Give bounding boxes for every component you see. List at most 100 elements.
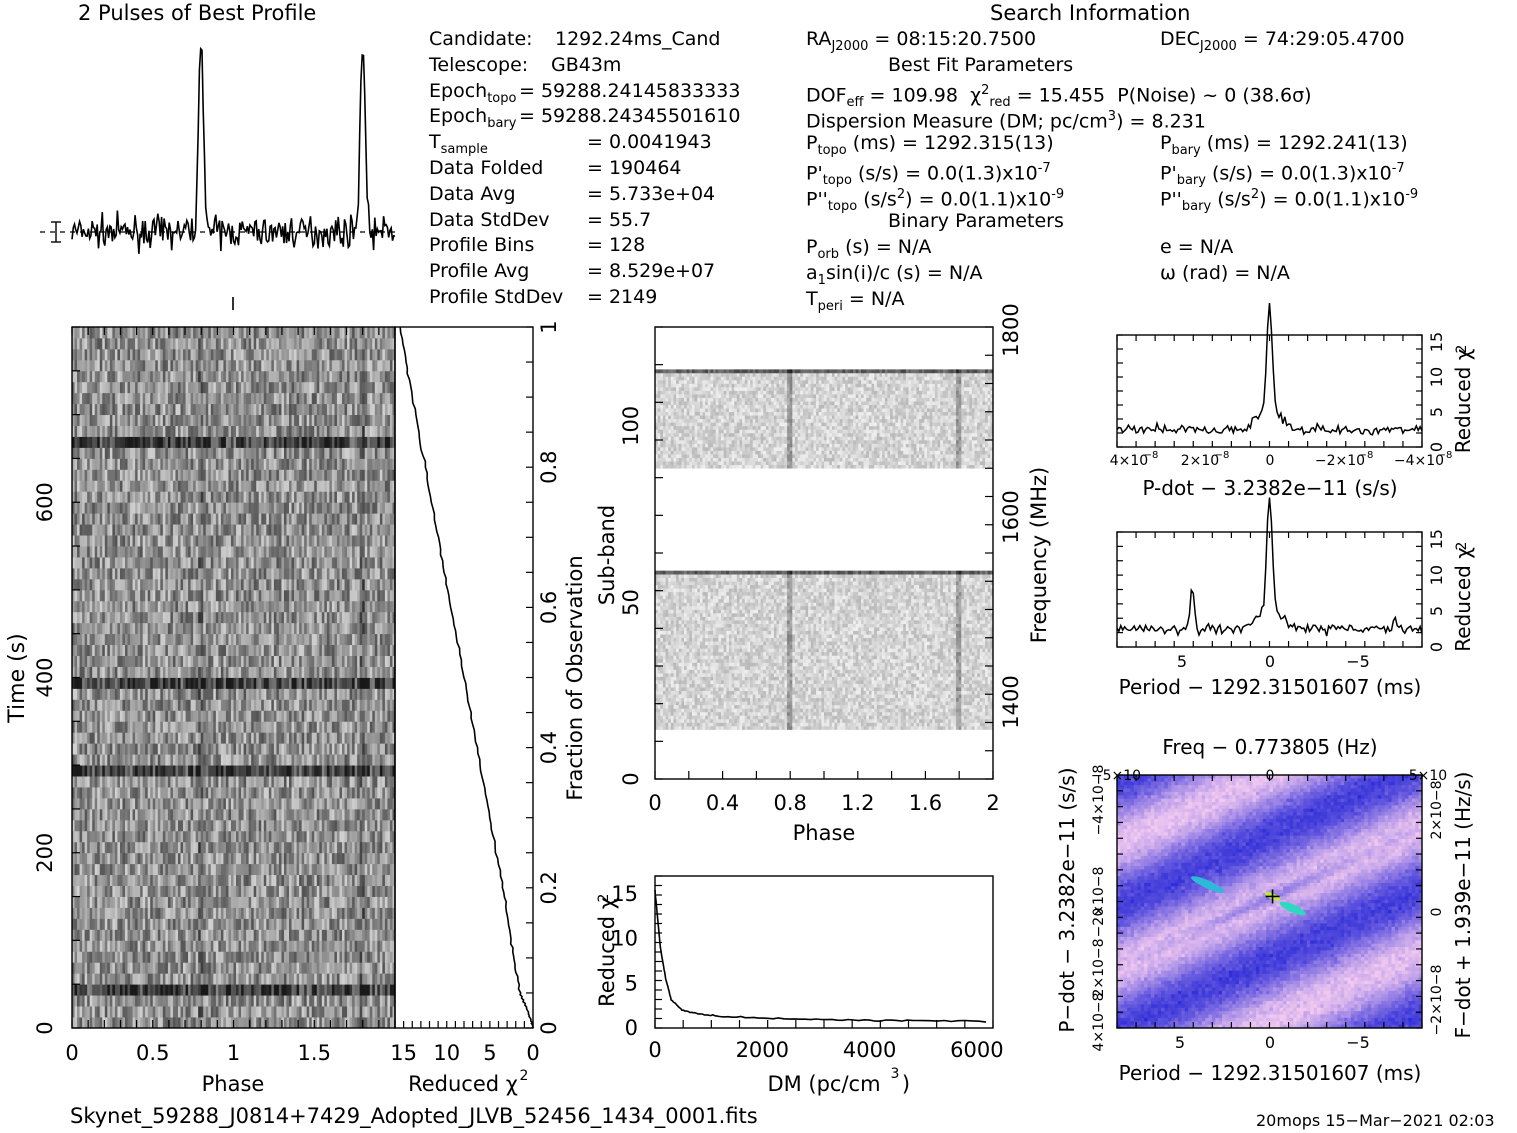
- chi-fraction-ylabel: Fraction of Observation: [563, 555, 587, 800]
- pdot-chi-xlabel: P-dot − 3.2382e−11 (s/s): [1142, 476, 1397, 500]
- chi-fraction-xlabel-sup: 2: [520, 1068, 529, 1084]
- chi-fraction-ytick-label: 0.2: [537, 871, 561, 904]
- dm-ytick-label: 0: [625, 1016, 638, 1040]
- period-chi-ytick-label: 10: [1427, 565, 1446, 585]
- subband-xtick-label: 0: [648, 791, 661, 815]
- period-pdot-ytick-label: 2×10−8: [1091, 938, 1107, 997]
- subband-y2tick-label: 1400: [999, 675, 1023, 728]
- period-pdot-x2tick-label: 0: [1266, 768, 1275, 784]
- period-chi-line: [1117, 498, 1422, 636]
- chi-fraction-ytick-label: 1: [537, 320, 561, 333]
- period-pdot-y2tick-label: 2×10−8: [1429, 780, 1445, 839]
- pdot-chi-ylabel-sup: 2: [1454, 345, 1470, 354]
- period-pdot-xtick-label: −5: [1346, 1033, 1370, 1052]
- time-phase-xtick-label: 0: [65, 1041, 78, 1065]
- profile-line: [72, 49, 395, 254]
- period-chi-ylabel-sup: 2: [1454, 542, 1470, 551]
- subband-y2label: Frequency (MHz): [1027, 467, 1051, 643]
- time-phase-xtick-label: 1.5: [298, 1041, 331, 1065]
- dm-frame: [655, 876, 993, 1028]
- period-chi-xtick-label: −5: [1346, 652, 1370, 671]
- chi-fraction-line: [400, 327, 533, 1028]
- subband-ytick-label: 100: [619, 406, 643, 446]
- subband-y2tick-label: 1800: [999, 303, 1023, 356]
- period-pdot-image: [1117, 775, 1422, 1028]
- subband-y2tick-label: 1600: [999, 490, 1023, 543]
- period-pdot-y2tick-label: 0: [1429, 908, 1445, 917]
- pdot-chi-ytick-label: 10: [1427, 367, 1446, 387]
- period-pdot-ytick-label: −4×10−8: [1091, 765, 1107, 836]
- period-pdot-y2label: F−dot + 1.939e−11 (Hz/s): [1451, 772, 1475, 1039]
- pdot-chi-line: [1117, 303, 1422, 435]
- subband-ylabel: Sub-band: [595, 505, 619, 605]
- pdot-chi-xtick-label: 2×10: [1181, 453, 1219, 469]
- subband-image: [655, 369, 993, 729]
- pdot-chi-xtick-exp: −8: [1359, 450, 1374, 461]
- dm-xlabel: DM (pc/cm: [767, 1072, 880, 1096]
- time-phase-ytick-label: 200: [33, 833, 57, 873]
- subband-xlabel: Phase: [793, 821, 856, 845]
- chi-fraction-ytick-label: 0.8: [537, 450, 561, 483]
- subband-xtick-label: 0.8: [773, 791, 806, 815]
- chi-fraction-xtick-label: 10: [433, 1041, 460, 1065]
- pdot-chi-xtick-label: −4×10: [1394, 453, 1444, 469]
- chi-fraction-ytick-label: 0.6: [537, 591, 561, 624]
- time-phase-xtick-label: 0.5: [136, 1041, 169, 1065]
- pdot-chi-xtick-exp: −8: [1215, 450, 1230, 461]
- dm-xtick-label: 0: [648, 1038, 661, 1062]
- subband-xtick-label: 0.4: [706, 791, 739, 815]
- subband-ytick-label: 0: [619, 772, 643, 785]
- period-pdot-xlabel: Period − 1292.31501607 (ms): [1119, 1061, 1422, 1085]
- pdot-chi-xtick-exp: −8: [1144, 450, 1159, 461]
- pdot-chi-xtick-label: 4×10: [1110, 453, 1148, 469]
- dm-ytick-label: 5: [625, 971, 638, 995]
- period-chi-ylabel: Reduced χ: [1451, 547, 1475, 652]
- period-chi-xtick-label: 5: [1177, 652, 1187, 671]
- dm-xtick-label: 6000: [950, 1038, 1003, 1062]
- dm-xlabel-sup: 3: [891, 1066, 900, 1082]
- time-phase-xlabel: Phase: [202, 1072, 265, 1096]
- period-chi-xtick-label: 0: [1265, 652, 1275, 671]
- period-chi-ytick-label: 0: [1427, 642, 1446, 652]
- period-pdot-ylabel: P−dot − 3.2382e−11 (s/s): [1055, 767, 1079, 1032]
- chi-fraction-ytick-label: 0.4: [537, 731, 561, 764]
- dm-xtick-label: 2000: [736, 1038, 789, 1062]
- period-pdot-ytick-label: 0: [1091, 908, 1107, 917]
- pdot-chi-ylabel: Reduced χ: [1451, 349, 1475, 454]
- prepfold-plot: 0 0.5 1 1.50200400600PhaseTime (s)15 10 5 000.…: [0, 0, 1517, 1133]
- dm-ylabel-sup: 2: [596, 894, 612, 903]
- period-chi-xlabel: Period − 1292.31501607 (ms): [1119, 675, 1422, 699]
- pdot-chi-ytick-label: 15: [1427, 332, 1446, 352]
- period-pdot-xtick-label: 0: [1265, 1033, 1275, 1052]
- period-pdot-y2tick-label: −2×10−8: [1429, 965, 1445, 1036]
- time-phase-ytick-label: 600: [33, 482, 57, 522]
- chi-fraction-xtick-label: 5: [483, 1041, 496, 1065]
- pdot-chi-xtick-label: 0: [1266, 453, 1275, 469]
- period-pdot-x2label: Freq − 0.773805 (Hz): [1162, 735, 1377, 759]
- dm-xlabel-end: ): [902, 1072, 910, 1096]
- dm-ylabel: Reduced χ: [595, 897, 619, 1007]
- period-pdot-ytick-label: 4×10−8: [1091, 992, 1107, 1051]
- time-phase-ytick-label: 400: [33, 657, 57, 697]
- chi-fraction-ytick-label: 0: [537, 1021, 561, 1034]
- period-pdot-xtick-label: 5: [1175, 1033, 1185, 1052]
- pdot-chi-xtick-exp: −8: [1438, 450, 1453, 461]
- subband-xtick-label: 1.2: [841, 791, 874, 815]
- time-phase-ylabel: Time (s): [5, 633, 30, 723]
- time-phase-image: [72, 327, 395, 1028]
- dm-line: [655, 890, 986, 1022]
- period-chi-ytick-label: 15: [1427, 529, 1446, 549]
- dm-xtick-label: 4000: [843, 1038, 896, 1062]
- chi-fraction-xlabel: Reduced χ: [408, 1072, 518, 1096]
- pdot-chi-xtick-label: −2×10: [1315, 453, 1365, 469]
- subband-ytick-label: 50: [619, 589, 643, 616]
- subband-xtick-label: 1.6: [909, 791, 942, 815]
- subband-xtick-label: 2: [986, 791, 999, 815]
- time-phase-xtick-label: 1: [227, 1041, 240, 1065]
- period-pdot-ytick-label: −2×10−8: [1091, 867, 1107, 938]
- chi-fraction-xtick-label: 15: [390, 1041, 417, 1065]
- time-phase-ytick-label: 0: [33, 1021, 57, 1034]
- period-chi-ytick-label: 5: [1427, 606, 1446, 616]
- chi-fraction-xtick-label: 0: [526, 1041, 539, 1065]
- pdot-chi-ytick-label: 5: [1427, 407, 1446, 417]
